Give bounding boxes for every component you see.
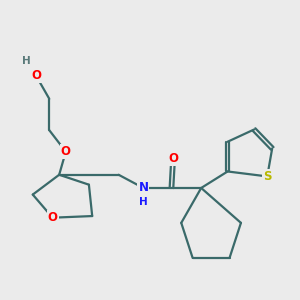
- Text: H: H: [139, 197, 148, 207]
- Text: N: N: [138, 182, 148, 194]
- Text: O: O: [61, 145, 71, 158]
- Text: O: O: [48, 211, 58, 224]
- Text: S: S: [263, 170, 272, 183]
- Text: O: O: [168, 152, 178, 165]
- Text: O: O: [31, 69, 41, 82]
- Text: H: H: [22, 56, 31, 66]
